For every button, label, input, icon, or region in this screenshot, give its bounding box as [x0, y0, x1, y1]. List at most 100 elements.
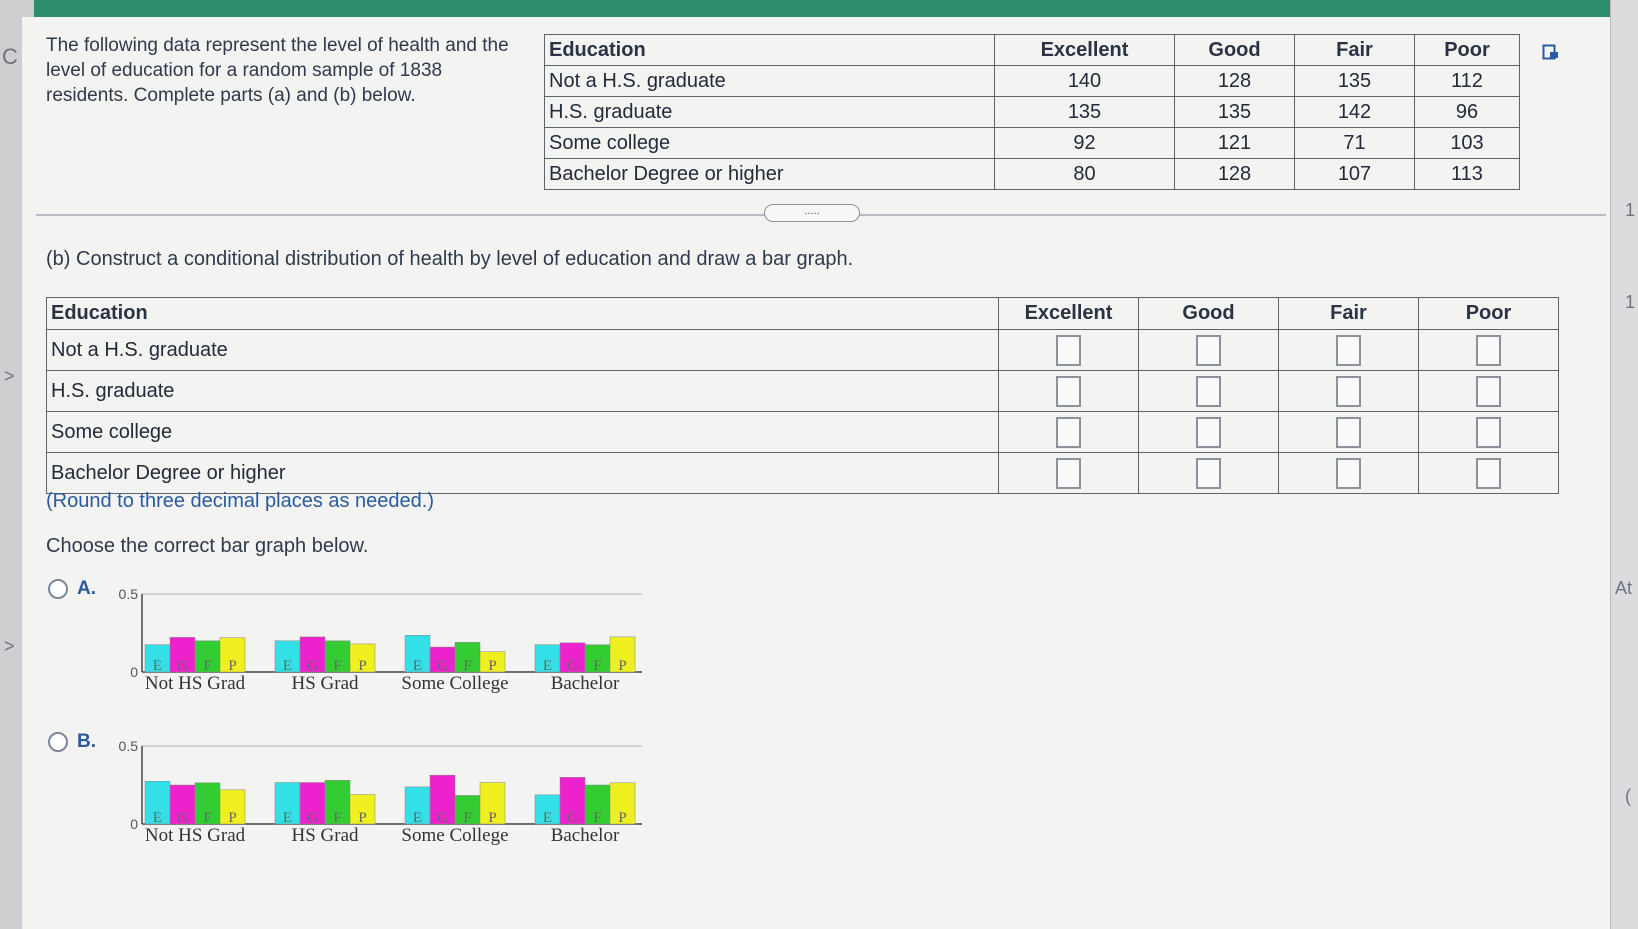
answer-table: Education Excellent Good Fair Poor Not a… — [46, 297, 1559, 494]
bar — [559, 642, 586, 673]
answer-input-box[interactable] — [1056, 416, 1081, 448]
bar-letter-label: G — [307, 810, 318, 826]
bar — [274, 782, 301, 825]
y-tick-label: 0.5 — [119, 586, 139, 602]
category-label: HS Grad — [291, 673, 359, 694]
table-cell: 113 — [1414, 158, 1520, 190]
bar — [404, 635, 431, 673]
bar-letter-label: G — [307, 658, 318, 674]
bar — [349, 794, 376, 825]
bar — [169, 637, 196, 673]
category-label: Not HS Grad — [145, 673, 246, 694]
option-b[interactable]: B. — [48, 731, 96, 753]
answer-input-box[interactable] — [1336, 375, 1361, 407]
bar — [219, 789, 246, 825]
table-cell: 142 — [1294, 96, 1415, 128]
bar-letter-label: E — [413, 810, 422, 826]
copy-data-icon[interactable] — [1542, 44, 1560, 62]
bar-letter-label: E — [283, 810, 292, 826]
column-header: Poor — [1414, 34, 1520, 66]
answer-input-box[interactable] — [1476, 334, 1501, 366]
option-a[interactable]: A. — [48, 578, 96, 600]
table-row: Bachelor Degree or higher 80 128 107 113 — [544, 158, 1520, 190]
answer-input-box[interactable] — [1336, 457, 1361, 489]
answer-input-box[interactable] — [1196, 457, 1221, 489]
right-sidebar-edge: 1 1 At ( — [1610, 0, 1638, 929]
answer-input-box[interactable] — [1196, 375, 1221, 407]
table-cell: 80 — [994, 158, 1175, 190]
y-tick-label: 0.5 — [119, 738, 139, 754]
bar-letter-label: F — [463, 810, 471, 826]
bar-letter-label: G — [437, 810, 448, 826]
table-cell: 112 — [1414, 65, 1520, 97]
bar-letter-label: F — [593, 810, 601, 826]
bar-letter-label: F — [203, 658, 211, 674]
table-row: Not a H.S. graduate 140 128 135 112 — [544, 65, 1520, 97]
row-label: Some college — [46, 411, 999, 453]
category-label: Bachelor — [551, 825, 620, 846]
question-intro: The following data represent the level o… — [46, 35, 509, 106]
column-header: Excellent — [998, 297, 1139, 330]
table-row: H.S. graduate — [46, 370, 1559, 412]
expand-collapse-button[interactable]: ..... — [764, 204, 860, 222]
bar-letter-label: F — [333, 810, 341, 826]
answer-input-box[interactable] — [1336, 416, 1361, 448]
bar — [534, 644, 561, 673]
answer-input-box[interactable] — [1476, 416, 1501, 448]
row-label: Some college — [544, 127, 995, 159]
bar-letter-label: P — [228, 658, 236, 674]
right-edge-glyph: 1 — [1625, 292, 1636, 312]
option-label: B. — [77, 731, 96, 752]
table-row: Some college 92 121 71 103 — [544, 127, 1520, 159]
answer-input-box[interactable] — [1336, 334, 1361, 366]
bar — [404, 786, 431, 825]
row-label: Not a H.S. graduate — [46, 329, 999, 371]
bar-letter-label: E — [283, 658, 292, 674]
answer-input-box[interactable] — [1196, 334, 1221, 366]
column-header: Excellent — [994, 34, 1175, 66]
right-edge-glyph: 1 — [1625, 200, 1636, 220]
bar — [584, 784, 611, 825]
table-cell: 103 — [1414, 127, 1520, 159]
bar — [584, 644, 611, 673]
expand-chevron-icon[interactable]: > — [4, 366, 15, 386]
column-header: Good — [1138, 297, 1279, 330]
bar-letter-label: E — [413, 658, 422, 674]
table-header-row: Education Excellent Good Fair Poor — [46, 297, 1559, 330]
answer-input-box[interactable] — [1056, 457, 1081, 489]
answer-input-box[interactable] — [1476, 457, 1501, 489]
expand-chevron-icon[interactable]: > — [4, 636, 15, 656]
bar — [299, 782, 326, 825]
answer-input-box[interactable] — [1056, 334, 1081, 366]
radio-button-icon[interactable] — [48, 579, 68, 599]
answer-input-box[interactable] — [1476, 375, 1501, 407]
answer-input-box[interactable] — [1056, 375, 1081, 407]
table-cell: 135 — [1174, 96, 1295, 128]
bar — [429, 774, 456, 825]
y-tick-label: 0 — [130, 664, 138, 680]
right-edge-glyph: At — [1615, 578, 1633, 598]
table-row: Bachelor Degree or higher — [46, 452, 1559, 494]
radio-button-icon[interactable] — [48, 732, 68, 752]
bar-letter-label: P — [488, 658, 496, 674]
table-cell: 96 — [1414, 96, 1520, 128]
rounding-note: (Round to three decimal places as needed… — [46, 490, 435, 512]
left-edge-glyph: C — [2, 44, 18, 69]
bar — [559, 777, 586, 825]
row-label: H.S. graduate — [46, 370, 999, 412]
table-cell: 135 — [994, 96, 1175, 128]
table-row: Not a H.S. graduate — [46, 329, 1559, 371]
bar-letter-label: E — [153, 658, 162, 674]
bar — [349, 643, 376, 673]
option-label: A. — [77, 578, 96, 599]
column-header: Fair — [1278, 297, 1419, 330]
column-header: Good — [1174, 34, 1295, 66]
bar — [609, 782, 636, 825]
bar-letter-label: P — [488, 810, 496, 826]
column-header: Education — [544, 34, 995, 66]
table-cell: 71 — [1294, 127, 1415, 159]
bar-letter-label: P — [358, 810, 366, 826]
table-header-row: Education Excellent Good Fair Poor — [544, 34, 1520, 66]
answer-input-box[interactable] — [1196, 416, 1221, 448]
